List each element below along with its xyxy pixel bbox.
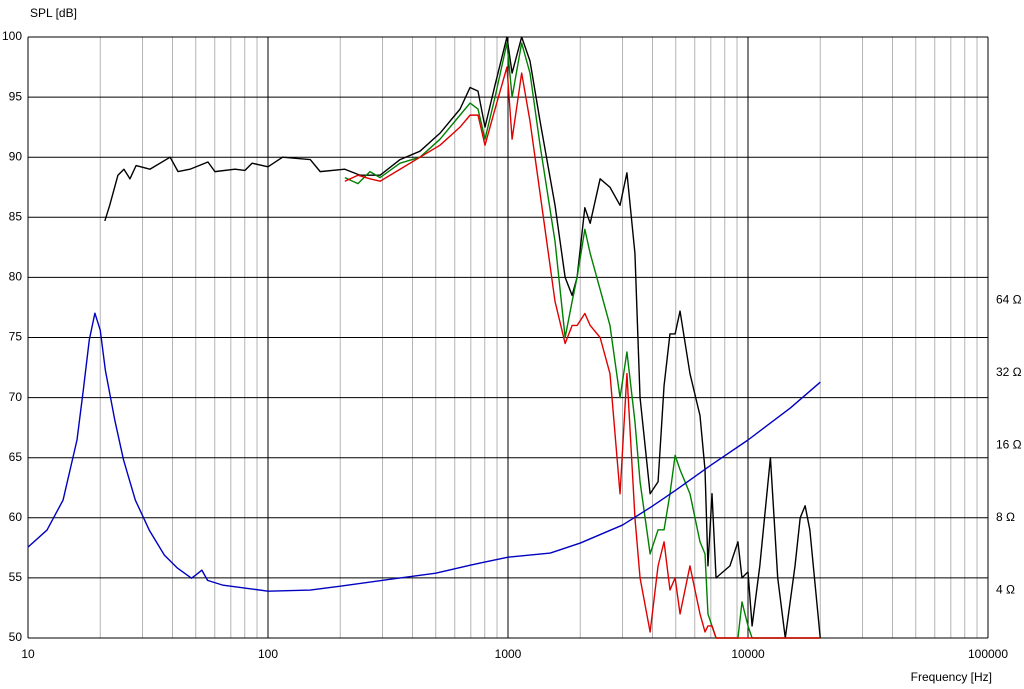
x-axis-label: Frequency [Hz] [911,670,992,684]
y2-tick-label: 32 Ω [996,365,1022,379]
series-line [344,42,821,639]
y-tick-label: 95 [9,89,23,103]
x-tick-label: 10 [21,647,35,661]
y2-tick-label: 16 Ω [996,437,1022,451]
y-tick-label: 60 [9,510,23,524]
y2-tick-label: 4 Ω [996,582,1015,596]
series-line [104,36,821,639]
y-tick-label: 65 [9,450,23,464]
y-tick-label: 100 [2,29,22,43]
labels: SPL [dB] Frequency [Hz] 50 55 60 65 70 75 80 85… [2,6,1022,684]
y2-tick-label: 64 Ω [996,292,1022,306]
y-tick-label: 70 [9,390,23,404]
x-tick-label: 100 [258,647,278,661]
y-tick-label: 50 [9,630,23,644]
y-tick-label: 85 [9,209,23,223]
y2-tick-label: 8 Ω [996,510,1015,524]
plot-lines [27,36,821,639]
y-tick-label: 75 [9,330,23,344]
x-tick-label: 100000 [968,647,1008,661]
y-tick-label: 55 [9,570,23,584]
series-line [344,66,821,639]
y-tick-label: 90 [9,149,23,163]
x-tick-label: 10000 [731,647,765,661]
series-line [27,312,821,592]
y-axis-label: SPL [dB] [30,6,77,20]
y-tick-label: 80 [9,270,23,284]
x-tick-label: 1000 [495,647,522,661]
